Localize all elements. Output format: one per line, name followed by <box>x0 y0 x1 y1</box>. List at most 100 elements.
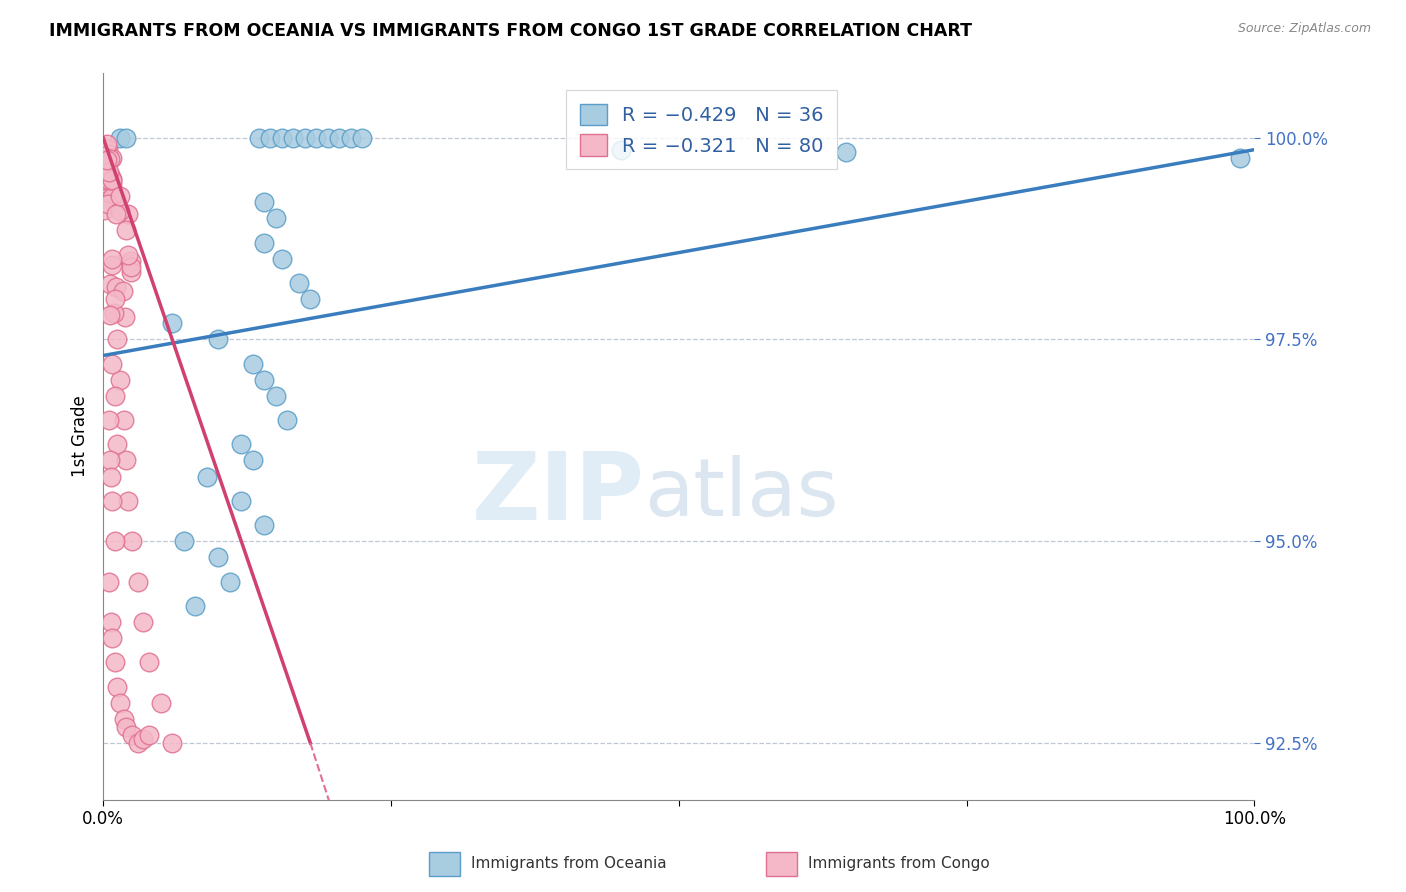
Point <box>101 357 124 371</box>
Point <box>97 413 120 427</box>
Point <box>98 152 121 166</box>
Point <box>294 130 316 145</box>
Point <box>98 165 121 179</box>
Text: IMMIGRANTS FROM OCEANIA VS IMMIGRANTS FROM CONGO 1ST GRADE CORRELATION CHART: IMMIGRANTS FROM OCEANIA VS IMMIGRANTS FR… <box>49 22 972 40</box>
Point <box>98 308 121 322</box>
Point <box>101 258 124 272</box>
Point <box>105 280 128 294</box>
Point <box>98 170 121 185</box>
Point <box>108 203 131 218</box>
Point <box>1229 151 1251 165</box>
Point <box>100 173 122 187</box>
Point <box>94 173 117 187</box>
Point <box>96 155 118 169</box>
Point <box>610 143 633 157</box>
Y-axis label: 1st Grade: 1st Grade <box>72 395 89 477</box>
Point <box>111 284 134 298</box>
Point <box>100 469 122 483</box>
Point <box>299 292 322 306</box>
Text: Immigrants from Oceania: Immigrants from Oceania <box>471 856 666 871</box>
Point <box>114 310 136 325</box>
Point <box>98 168 121 182</box>
Point <box>120 254 142 268</box>
Point <box>98 453 121 467</box>
Point <box>115 720 138 734</box>
Point <box>276 413 298 427</box>
Point <box>127 736 149 750</box>
Point <box>97 147 120 161</box>
Point <box>264 389 287 403</box>
Point <box>242 357 264 371</box>
Point <box>96 137 118 152</box>
Point <box>104 292 127 306</box>
Point <box>115 223 138 237</box>
Point <box>93 177 115 191</box>
Point <box>132 615 155 629</box>
Point <box>100 151 122 165</box>
Point <box>100 178 122 192</box>
Point <box>93 180 115 194</box>
Point <box>270 130 292 145</box>
Point <box>97 165 120 179</box>
Point <box>120 265 142 279</box>
Point <box>834 145 856 160</box>
Point <box>259 130 281 145</box>
Point <box>105 437 128 451</box>
Point <box>96 176 118 190</box>
Point <box>104 655 127 669</box>
Point <box>247 130 270 145</box>
Point <box>115 130 138 145</box>
Point <box>117 248 139 262</box>
Point <box>115 453 138 467</box>
Point <box>117 493 139 508</box>
Point <box>97 183 120 197</box>
Point <box>105 680 128 694</box>
Point <box>207 332 229 346</box>
Point <box>94 157 117 171</box>
Point <box>93 188 115 202</box>
Point <box>117 207 139 221</box>
Text: atlas: atlas <box>644 456 838 533</box>
Point <box>231 437 253 451</box>
Point <box>173 534 195 549</box>
Point <box>105 332 128 346</box>
Point <box>104 389 127 403</box>
Point <box>94 161 117 176</box>
Point <box>160 316 183 330</box>
Point <box>160 736 183 750</box>
Point <box>132 731 155 746</box>
Point <box>112 413 135 427</box>
Point <box>101 177 124 191</box>
Point <box>101 493 124 508</box>
Point <box>108 189 131 203</box>
Point <box>110 696 132 710</box>
Point <box>98 169 121 183</box>
Point <box>253 373 276 387</box>
Text: Immigrants from Congo: Immigrants from Congo <box>808 856 990 871</box>
Point <box>100 615 122 629</box>
Point <box>339 130 361 145</box>
Point <box>184 599 207 613</box>
Point <box>218 574 240 589</box>
Point <box>253 195 276 210</box>
Point <box>110 130 132 145</box>
Point <box>97 574 120 589</box>
Point <box>110 373 132 387</box>
Point <box>96 153 118 167</box>
Point <box>93 149 115 163</box>
Point <box>281 130 304 145</box>
Point <box>288 276 311 290</box>
Legend: R = −0.429   N = 36, R = −0.321   N = 80: R = −0.429 N = 36, R = −0.321 N = 80 <box>567 90 838 169</box>
Point <box>195 469 218 483</box>
Point <box>149 696 172 710</box>
Point <box>104 534 127 549</box>
Point <box>138 655 160 669</box>
Point <box>253 518 276 533</box>
Point <box>93 203 115 218</box>
Point <box>352 130 374 145</box>
Point <box>112 712 135 726</box>
Point <box>305 130 328 145</box>
Point <box>328 130 350 145</box>
Point <box>121 728 143 742</box>
Point <box>97 196 120 211</box>
